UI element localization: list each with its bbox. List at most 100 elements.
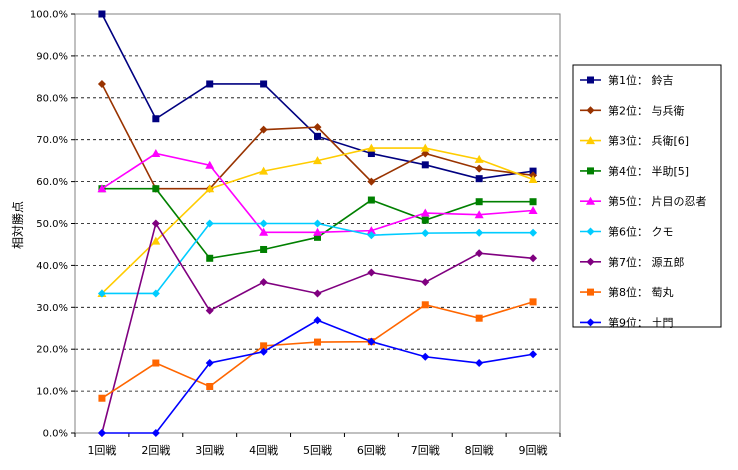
y-tick-label: 70.0%: [36, 135, 68, 146]
data-point: [151, 219, 160, 228]
y-tick-label: 20.0%: [36, 345, 68, 356]
x-tick-label: 2回戦: [141, 444, 170, 457]
legend-marker: [586, 227, 595, 236]
data-point: [152, 185, 160, 193]
data-point: [314, 233, 321, 241]
data-point: [367, 231, 376, 240]
data-point: [259, 227, 269, 236]
data-point: [475, 164, 484, 173]
legend-label: 第6位： クモ: [608, 225, 674, 239]
legend-marker: [586, 136, 595, 145]
data-point: [474, 210, 484, 219]
series-1: [98, 10, 537, 183]
data-point: [528, 206, 538, 215]
data-point: [205, 306, 214, 315]
legend-entry: 第7位： 源五郎: [580, 255, 685, 269]
data-point: [98, 10, 106, 18]
data-point: [367, 337, 376, 346]
series-5: [97, 149, 538, 236]
data-point: [152, 115, 160, 123]
legend-label: 第3位： 兵衛[6]: [608, 134, 689, 148]
data-point: [313, 316, 322, 325]
legend-label: 第5位： 片目の忍者: [608, 194, 707, 208]
data-point: [314, 132, 321, 140]
data-point: [475, 359, 484, 368]
series-9: [97, 316, 538, 437]
legend-entry: 第6位： クモ: [580, 225, 674, 239]
y-axis: 0.0% 10.0% 20.0% 30.0% 40.0% 50.0% 60.0% 70.0% 8…: [30, 10, 75, 440]
data-point: [97, 184, 107, 193]
data-point: [206, 254, 214, 262]
data-point: [420, 143, 430, 152]
y-tick-label: 0.0%: [43, 429, 68, 440]
data-point: [421, 278, 430, 287]
data-point: [421, 301, 429, 309]
data-point: [366, 143, 376, 152]
data-point: [260, 245, 268, 253]
data-point: [421, 352, 430, 361]
data-point: [259, 219, 268, 228]
legend-entry: 第3位： 兵衛[6]: [580, 134, 689, 148]
data-point: [421, 229, 430, 238]
data-point: [259, 166, 269, 175]
legend-marker: [587, 288, 594, 296]
data-point: [313, 227, 322, 236]
legend-label: 第4位： 半助[5]: [608, 164, 689, 178]
data-point: [151, 289, 160, 298]
legend-entry: 第9位： 土門: [580, 315, 674, 329]
series-8: [98, 298, 537, 402]
y-tick-label: 30.0%: [36, 303, 68, 314]
data-point: [97, 429, 106, 437]
data-point: [97, 289, 106, 298]
data-point: [259, 347, 268, 356]
y-axis-label: 相対勝点: [10, 201, 25, 249]
data-point: [529, 350, 538, 359]
data-point: [97, 79, 106, 88]
y-tick-label: 40.0%: [36, 261, 68, 272]
y-tick-label: 90.0%: [36, 51, 68, 62]
data-point: [367, 150, 375, 158]
legend-marker: [586, 196, 595, 205]
x-tick-label: 4回戦: [249, 444, 278, 457]
data-point: [151, 236, 161, 245]
data-point: [152, 359, 160, 367]
data-point: [529, 228, 538, 237]
series-6: [97, 219, 538, 298]
data-point: [529, 167, 537, 175]
data-point: [205, 219, 214, 228]
data-point: [475, 175, 483, 183]
data-point: [259, 278, 268, 287]
data-point: [475, 198, 483, 206]
legend-label: 第9位： 土門: [608, 315, 674, 329]
data-point: [313, 219, 322, 228]
data-point: [314, 338, 321, 346]
legend-entry: 第1位： 鈴吉: [580, 73, 674, 87]
data-point: [259, 125, 268, 134]
legend-marker: [587, 76, 594, 84]
data-point: [151, 429, 160, 437]
x-tick-label: 9回戦: [519, 444, 548, 457]
data-point: [206, 80, 214, 88]
data-point: [205, 184, 215, 193]
data-point: [420, 208, 430, 217]
data-point: [529, 198, 537, 206]
x-tick-label: 1回戦: [87, 444, 116, 457]
data-point: [206, 382, 214, 390]
legend-entry: 第5位： 片目の忍者: [580, 194, 707, 208]
legend-label: 第2位： 与兵衛: [608, 103, 685, 117]
legend-label: 第8位： 萄丸: [608, 285, 674, 299]
legend-marker: [586, 106, 595, 115]
data-point: [475, 314, 483, 322]
x-tick-label: 3回戦: [195, 444, 224, 457]
data-point: [151, 149, 161, 158]
y-tick-label: 50.0%: [36, 219, 68, 230]
series-group: [97, 10, 538, 437]
series-line: [101, 319, 534, 434]
data-point: [421, 216, 429, 224]
data-point: [367, 268, 376, 277]
data-point: [529, 298, 537, 306]
legend-marker: [586, 257, 595, 266]
legend-marker: [586, 318, 595, 327]
